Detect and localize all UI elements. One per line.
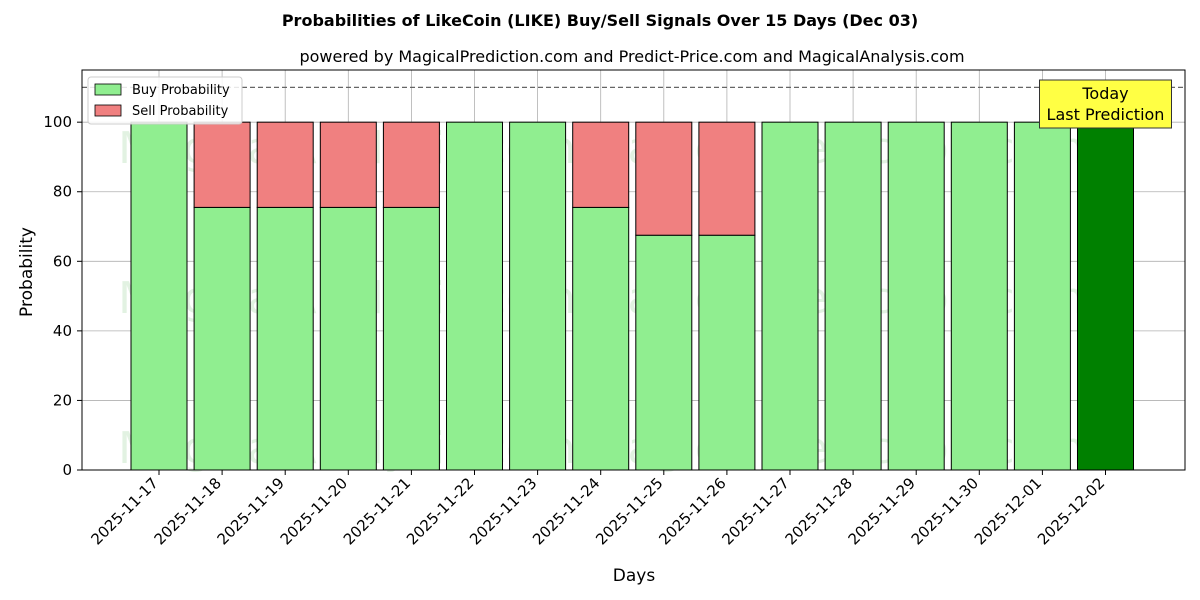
x-tick-label: 2025-11-29 xyxy=(845,474,919,548)
y-tick-label: 60 xyxy=(53,252,72,270)
buy-bar xyxy=(509,121,567,471)
chart-title: Probabilities of LikeCoin (LIKE) Buy/Sel… xyxy=(282,11,918,30)
today-annotation-text: Today xyxy=(1081,84,1128,103)
buy-bar xyxy=(382,206,440,471)
sell-bar xyxy=(382,121,440,208)
x-axis-label: Days xyxy=(613,566,656,586)
legend-box xyxy=(87,76,243,125)
legend-label: Sell Probability xyxy=(132,104,229,119)
buy-bar xyxy=(130,121,188,471)
sell-bar xyxy=(635,121,693,236)
y-tick-label: 0 xyxy=(62,461,72,479)
y-tick-label: 20 xyxy=(53,391,72,409)
buy-bar xyxy=(761,121,819,471)
buy-bar xyxy=(256,206,314,471)
annotation-layer: Today Last Prediction xyxy=(1039,79,1172,129)
buy-bar xyxy=(1013,121,1071,471)
x-tick-label: 2025-11-25 xyxy=(592,474,666,548)
sell-bar xyxy=(319,121,377,208)
x-tick-label: 2025-11-17 xyxy=(87,474,161,548)
buy-bar xyxy=(1077,121,1134,471)
buy-bar xyxy=(635,234,693,471)
sell-bar xyxy=(256,121,314,208)
x-tick-label: 2025-12-02 xyxy=(1034,474,1108,548)
y-tick-label: 40 xyxy=(53,322,72,340)
legend-swatch xyxy=(94,83,122,96)
buy-bar xyxy=(319,206,377,471)
y-axis-label: Probability xyxy=(17,227,37,317)
buy-bar xyxy=(824,121,882,471)
x-tick-label: 2025-11-19 xyxy=(214,474,288,548)
x-tick-label: 2025-11-22 xyxy=(403,474,477,548)
buy-bar xyxy=(950,121,1008,471)
today-annotation-text: Last Prediction xyxy=(1047,105,1165,124)
today-annotation-box xyxy=(1039,79,1172,129)
x-tick-label: 2025-11-23 xyxy=(466,474,540,548)
buy-bar xyxy=(698,234,756,471)
x-tick-label: 2025-11-26 xyxy=(655,474,729,548)
plot-frame xyxy=(81,69,1186,471)
legend: Buy Probability Sell Probability xyxy=(87,76,243,125)
sell-bar xyxy=(698,121,756,236)
x-tick-label: 2025-11-27 xyxy=(718,474,792,548)
legend-swatch xyxy=(94,104,122,117)
x-tick-label: 2025-11-21 xyxy=(340,474,414,548)
sell-bar xyxy=(572,121,630,208)
chart-subtitle: powered by MagicalPrediction.com and Pre… xyxy=(299,47,964,66)
y-tick-label: 80 xyxy=(53,183,72,201)
x-tick-label: 2025-11-20 xyxy=(277,474,351,548)
buy-bar xyxy=(446,121,503,471)
buy-bar xyxy=(572,206,630,471)
x-tick-label: 2025-11-28 xyxy=(782,474,856,548)
x-tick-label: 2025-11-18 xyxy=(151,474,225,548)
x-tick-label: 2025-12-01 xyxy=(971,474,1045,548)
x-tick-label: 2025-11-24 xyxy=(529,474,603,548)
bar-layer xyxy=(82,86,1185,471)
legend-label: Buy Probability xyxy=(132,83,230,98)
buy-bar xyxy=(193,206,251,471)
sell-bar xyxy=(193,121,251,208)
y-tick-label: 100 xyxy=(43,113,72,131)
buy-bar xyxy=(887,121,945,471)
x-tick-label: 2025-11-30 xyxy=(908,474,982,548)
